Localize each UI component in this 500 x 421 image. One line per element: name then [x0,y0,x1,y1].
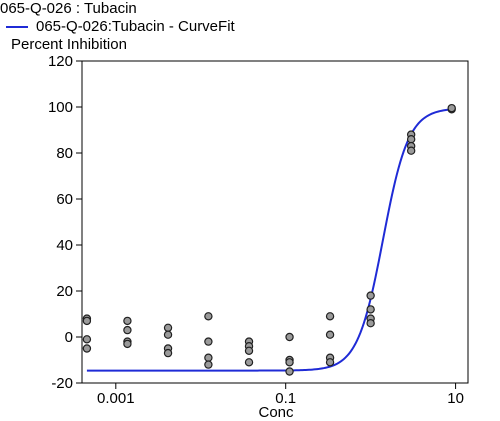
x-axis-title: Conc [258,404,294,421]
data-point [325,312,335,321]
data-point [244,346,254,355]
y-tick-label: 20 [56,283,73,300]
data-point [123,316,132,326]
data-point [204,360,213,369]
data-point [447,103,456,113]
data-point [82,316,92,326]
y-tick-label: 120 [48,53,73,70]
x-tick-label: 0.1 [275,390,296,407]
data-point [204,353,213,362]
x-tick-label: 0.001 [97,390,135,407]
y-tick-label: 60 [56,191,73,208]
data-point [325,330,335,339]
y-tick-label: 100 [48,99,73,116]
y-tick-label: 0 [65,329,73,346]
data-point [285,332,294,342]
data-point [163,348,173,358]
y-tick-label: 40 [56,237,73,254]
data-point [325,358,335,367]
chart-title: 065-Q-026 : Tubacin [0,0,137,17]
data-point [285,358,294,367]
y-axis: -20 0 20 40 60 80 100 120 [48,53,82,392]
data-point [366,319,375,328]
y-axis-title: Percent Inhibition [11,36,127,53]
data-point [366,305,375,314]
data-point [406,146,416,155]
x-tick-label: 10 [447,390,464,407]
x-axis: 0.001 0.1 10 [97,383,464,407]
legend: 065-Q-026:Tubacin - CurveFit [0,18,235,36]
data-point [204,337,213,346]
data-points [82,103,456,376]
fit-curve [86,108,452,372]
legend-label: 065-Q-026:Tubacin - CurveFit [36,18,235,35]
data-point [406,134,416,144]
data-point [82,344,92,353]
data-point [366,291,375,300]
plot-frame [81,60,469,384]
data-point [244,358,254,367]
data-point [204,312,213,321]
data-point [163,323,173,332]
y-tick-label: -20 [51,375,73,392]
data-point [123,339,132,349]
data-point [123,325,132,335]
y-tick-label: 80 [56,145,73,162]
data-point [82,335,92,344]
data-point [163,330,173,339]
legend-line-swatch [6,26,28,29]
data-point [285,367,294,376]
